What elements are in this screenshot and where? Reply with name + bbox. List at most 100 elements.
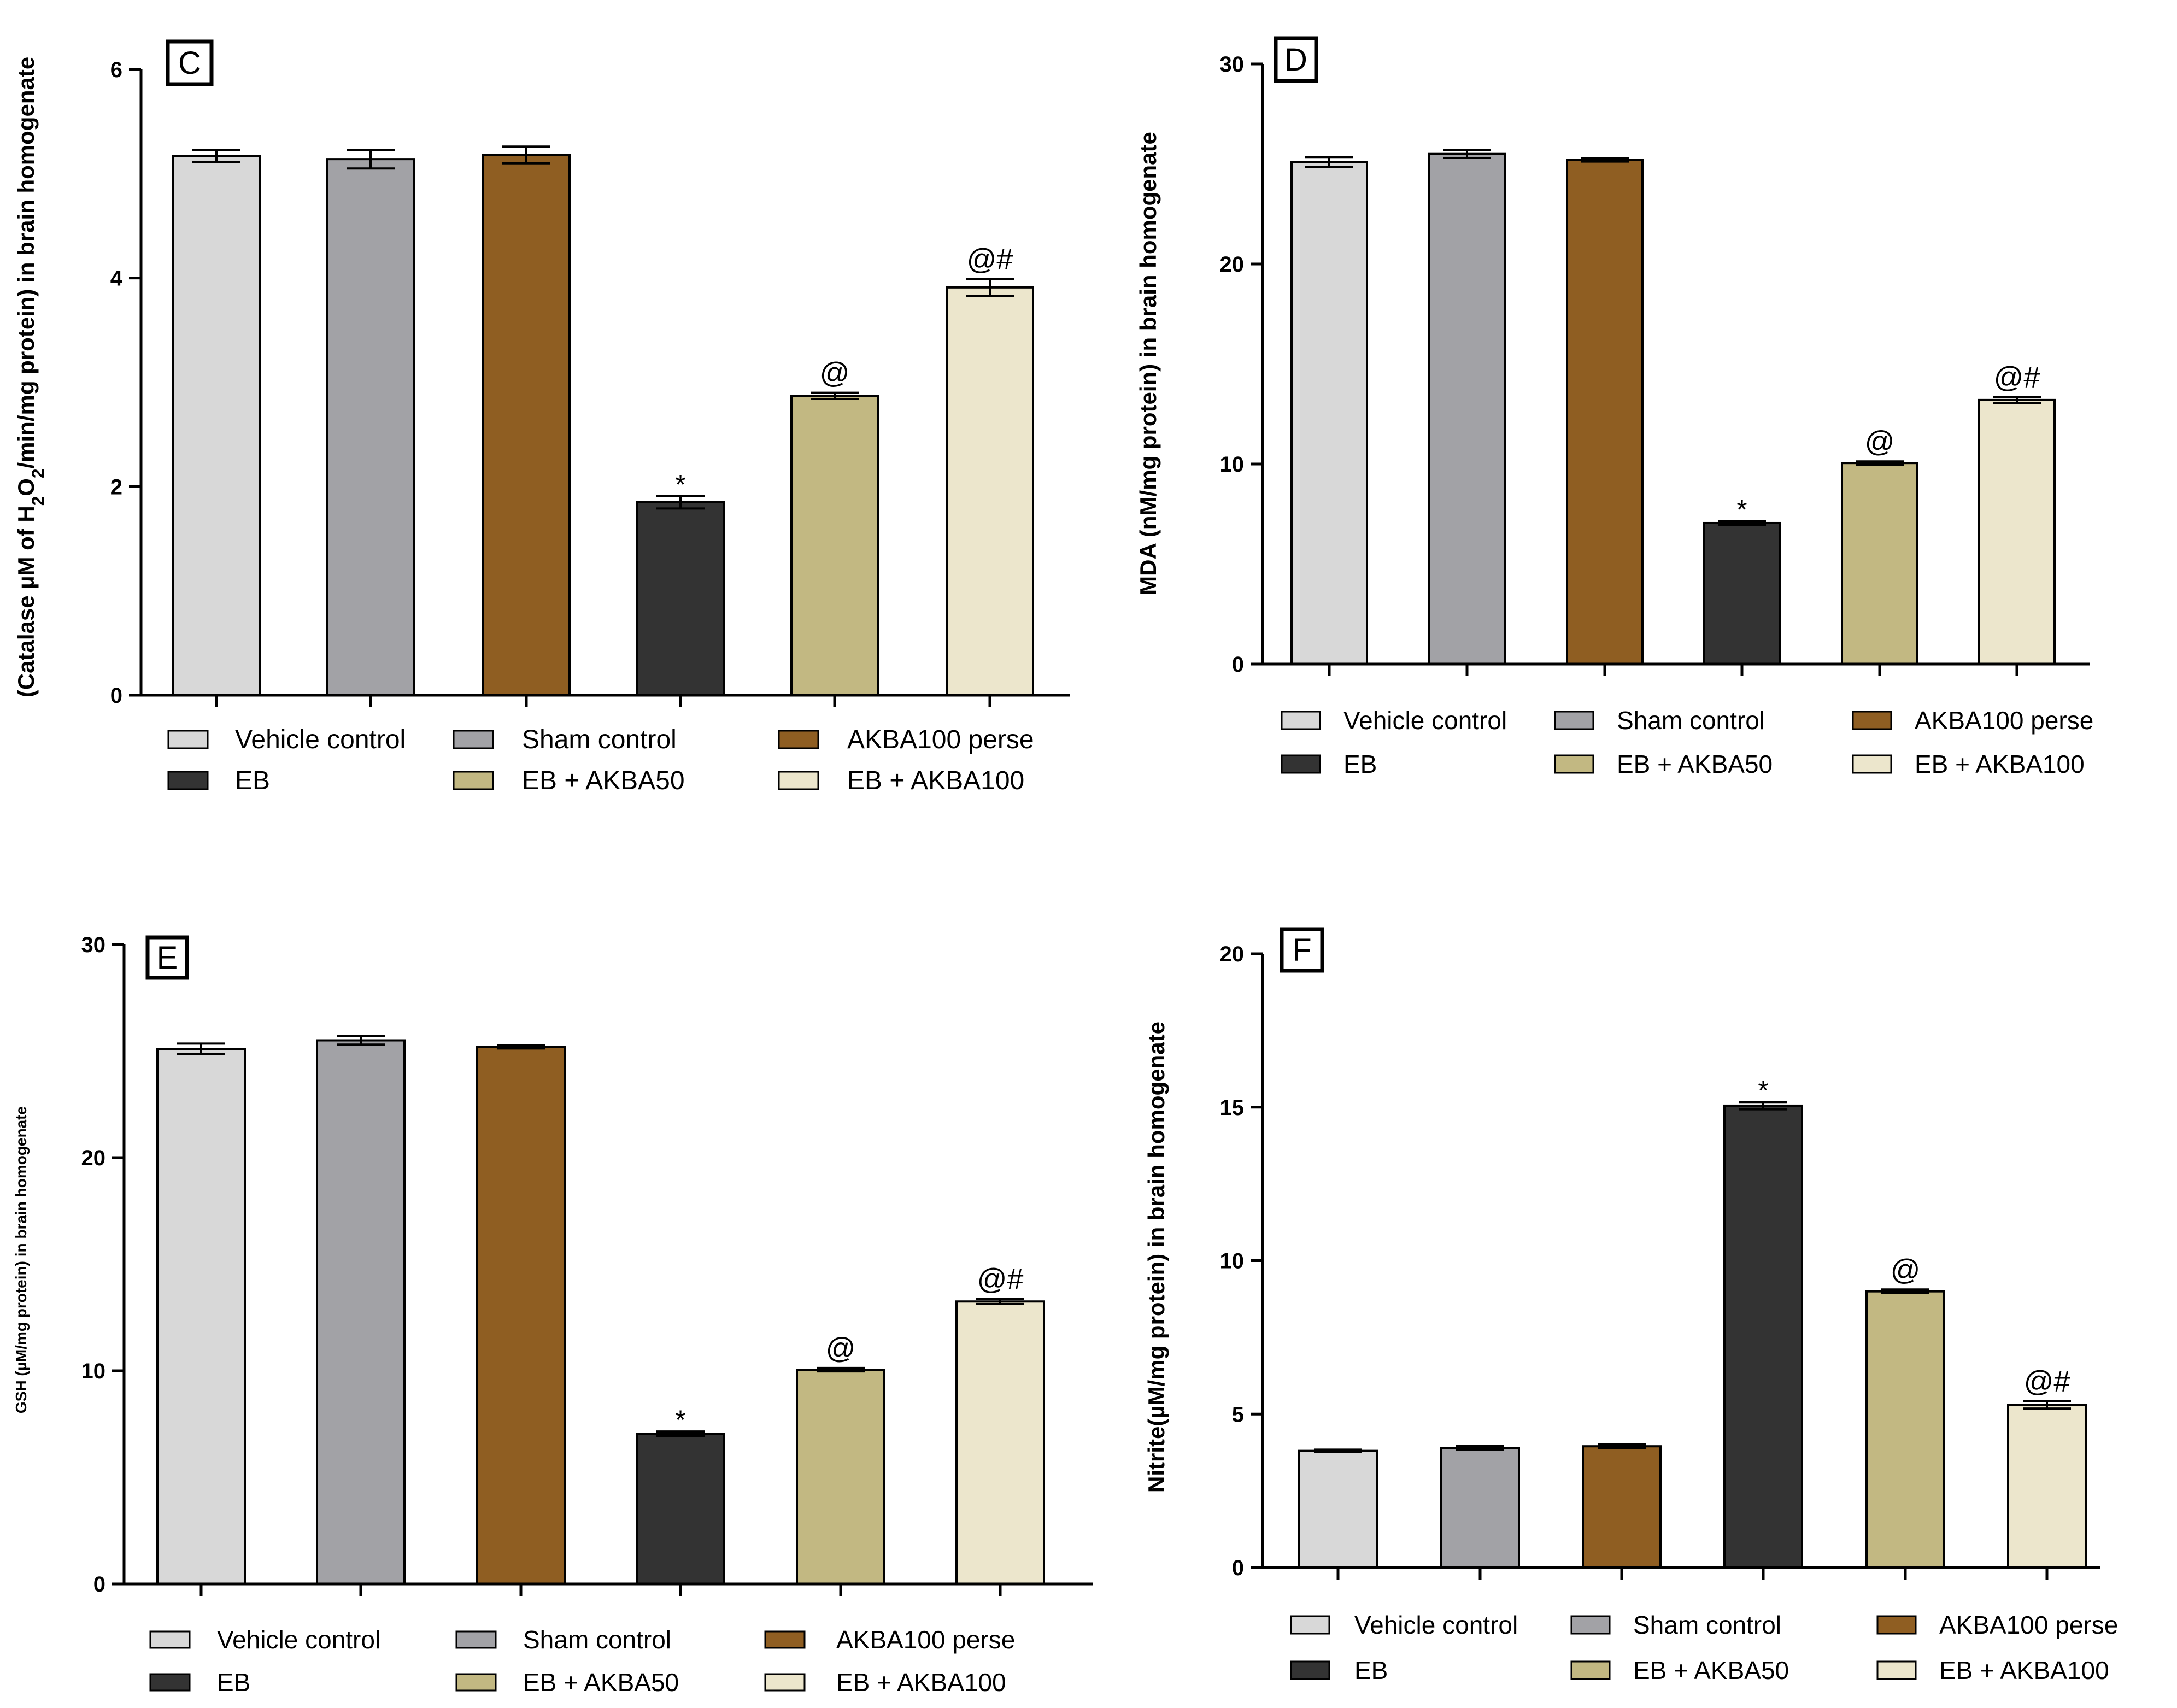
bar-eb [636, 501, 725, 696]
panel-letter-box [1280, 927, 1324, 973]
significance-label: * [1736, 494, 1747, 525]
legend-swatch [1852, 754, 1892, 774]
y-axis-label: Nitrite(µM/mg protein) in brain homogena… [1143, 1022, 1169, 1493]
y-tick-label: 5 [1232, 1402, 1244, 1427]
legend-label: EB + AKBA50 [1633, 1656, 1789, 1684]
legend-swatch [149, 1673, 191, 1692]
legend-swatch [453, 730, 494, 749]
y-tick-label: 30 [81, 933, 106, 957]
legend-item: EB + AKBA100 [1852, 750, 2085, 778]
legend-label: AKBA100 perse [847, 725, 1034, 754]
bar-akba-perse [482, 154, 571, 696]
bar-akba-perse [1582, 1445, 1662, 1569]
legend-item: Sham control [455, 1625, 671, 1654]
legend-label: EB + AKBA50 [522, 766, 685, 795]
panel-letter: F [1280, 927, 1324, 973]
legend-label: EB + AKBA100 [1939, 1656, 2109, 1684]
error-bar [337, 1035, 385, 1046]
error-bar [811, 391, 859, 401]
panel-letter-box [166, 39, 214, 86]
legend-item: Vehicle control [1290, 1611, 1518, 1639]
bar-vehicle [156, 1048, 246, 1585]
legend-swatch [167, 771, 209, 790]
legend-label: AKBA100 perse [836, 1625, 1015, 1654]
bar-eb-akba50 [790, 395, 879, 696]
y-axis-label-subscript: 2 [28, 469, 48, 479]
y-tick-label: 15 [1220, 1096, 1245, 1120]
error-bar [1881, 1288, 1929, 1295]
y-axis-label: GSH (µM/mg protein) in brain homogenate [13, 1106, 30, 1413]
y-tick-label: 10 [1220, 453, 1245, 477]
legend-label: EB + AKBA50 [523, 1668, 679, 1697]
bar-vehicle [172, 155, 261, 696]
y-axis-label-part: (Catalase µM of H [13, 506, 39, 697]
legend: Vehicle control Sham control AKBA100 perse… [1290, 1611, 2118, 1684]
panel-letter: E [145, 935, 189, 980]
legend-item: Vehicle control [1281, 706, 1507, 735]
error-bar [347, 148, 395, 170]
legend-swatch [1281, 711, 1321, 730]
significance-label: @ [826, 1332, 856, 1365]
legend-swatch [1570, 1615, 1611, 1635]
legend-label: EB [1343, 750, 1377, 778]
bar-eb-akba100 [2007, 1404, 2087, 1569]
legend-item: Sham control [453, 725, 677, 754]
legend-swatch [1876, 1615, 1917, 1635]
significance-label: * [1758, 1075, 1768, 1106]
error-bar [1305, 156, 1353, 168]
legend-item: EB + AKBA100 [1876, 1656, 2109, 1684]
legend-label: EB + AKBA50 [1617, 750, 1773, 778]
panel-f: * @ @# 0 5 10 15 20 F Nitrite(µM/mg protein) in b… [1143, 927, 2118, 1684]
error-bar [817, 1366, 865, 1373]
panel-letter-text: C [178, 45, 201, 81]
legend-item: EB + AKBA50 [453, 766, 685, 795]
error-bar [1739, 1101, 1787, 1111]
bar-eb [636, 1433, 725, 1586]
legend-swatch [1290, 1660, 1330, 1680]
legend-item: EB + AKBA100 [778, 766, 1024, 795]
legend-item: EB [1281, 750, 1377, 778]
error-bar [1456, 1445, 1504, 1451]
legend-swatch [1852, 711, 1892, 730]
significance-label: @ [1891, 1253, 1921, 1286]
legend-item: EB + AKBA50 [455, 1668, 679, 1697]
legend-item: EB + AKBA100 [764, 1668, 1006, 1697]
legend-item: EB + AKBA50 [1570, 1656, 1789, 1684]
legend-swatch [455, 1673, 497, 1692]
panel-letter: C [166, 39, 214, 86]
significance-label: @ [820, 357, 850, 390]
bar-eb [1723, 1104, 1803, 1569]
legend-item: Vehicle control [167, 725, 406, 754]
y-tick-label: 0 [1232, 1556, 1244, 1580]
y-tick-label: 0 [1232, 653, 1244, 677]
legend-item: Sham control [1554, 706, 1765, 735]
bar-eb-akba50 [1841, 462, 1918, 665]
y-axis-label-subscript: 2 [28, 496, 48, 506]
legend-label: AKBA100 perse [1939, 1611, 2118, 1639]
legend-swatch [455, 1630, 497, 1649]
error-bar [966, 278, 1014, 297]
significance-label: @ [1865, 425, 1895, 458]
legend-swatch [1570, 1660, 1611, 1680]
error-bar [1443, 149, 1491, 160]
panel-letter-text: E [157, 940, 178, 976]
y-tick-label: 10 [1220, 1249, 1245, 1273]
panel-letter-box [1274, 36, 1318, 83]
significance-label: * [675, 1405, 685, 1435]
error-bar [2023, 1400, 2071, 1410]
bar-eb-akba100 [946, 286, 1034, 696]
panel-letter-text: D [1284, 42, 1307, 78]
legend-swatch [453, 771, 494, 790]
legend-item: EB [167, 766, 270, 795]
y-tick-label: 4 [110, 267, 123, 291]
y-tick-label: 0 [93, 1572, 105, 1597]
y-tick-label: 20 [81, 1146, 106, 1170]
y-tick-label: 20 [1220, 253, 1245, 277]
legend-swatch [149, 1630, 191, 1649]
error-bar [1581, 157, 1629, 163]
legend-label: Vehicle control [1354, 1611, 1518, 1639]
legend-label: Sham control [1633, 1611, 1781, 1639]
error-bar [1993, 396, 2041, 404]
legend-swatch [1281, 754, 1321, 774]
